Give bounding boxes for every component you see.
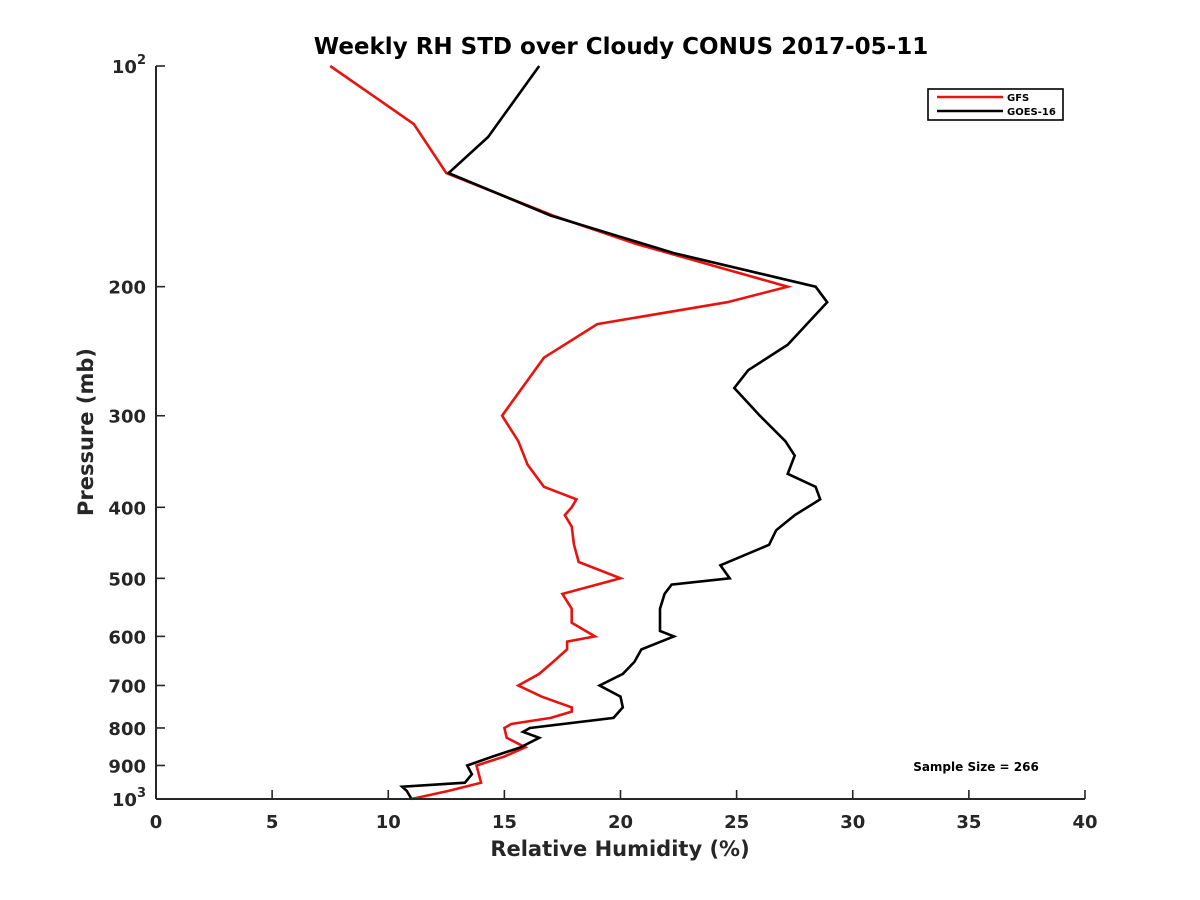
x-tick-label: 5: [266, 812, 279, 833]
x-tick-label: 25: [724, 812, 749, 833]
x-tick-label: 0: [150, 812, 163, 833]
series-line-goes16: [399, 65, 829, 800]
x-tick-label: 30: [840, 812, 865, 833]
legend: GFS GOES-16: [927, 88, 1064, 121]
x-tick-label: 40: [1072, 812, 1097, 833]
series-line-gfs: [329, 64, 793, 801]
x-tick-label: 20: [608, 812, 633, 833]
x-axis-label: Relative Humidity (%): [490, 837, 749, 861]
y-axis-label: Pressure (mb): [74, 348, 98, 516]
legend-label-goes16: GOES-16: [1007, 107, 1056, 118]
y-tick-label: 300: [108, 407, 146, 428]
y-tick-label: 600: [108, 627, 146, 648]
x-ticks: 0 5 10 15 20 25 30 35 40: [150, 790, 1098, 833]
y-tick-label: 500: [108, 569, 146, 590]
x-tick-label: 10: [376, 812, 401, 833]
chart-title: Weekly RH STD over Cloudy CONUS 2017-05-…: [314, 34, 928, 60]
legend-box: [927, 88, 1064, 121]
y-tick-label: 102: [112, 53, 146, 78]
y-tick-label: 400: [108, 498, 146, 519]
y-tick-label: 700: [108, 676, 146, 697]
x-tick-label: 15: [492, 812, 517, 833]
y-ticks: 102 200 300 400 500 600 700 800 900 103: [108, 53, 165, 811]
x-tick-label: 35: [956, 812, 981, 833]
y-tick-label: 103: [112, 786, 146, 811]
y-tick-label: 200: [108, 278, 146, 299]
series-layer: [329, 64, 829, 801]
sample-size-annotation: Sample Size = 266: [913, 760, 1039, 774]
y-tick-label: 800: [108, 719, 146, 740]
y-tick-label: 900: [108, 756, 146, 777]
legend-label-gfs: GFS: [1007, 93, 1029, 104]
